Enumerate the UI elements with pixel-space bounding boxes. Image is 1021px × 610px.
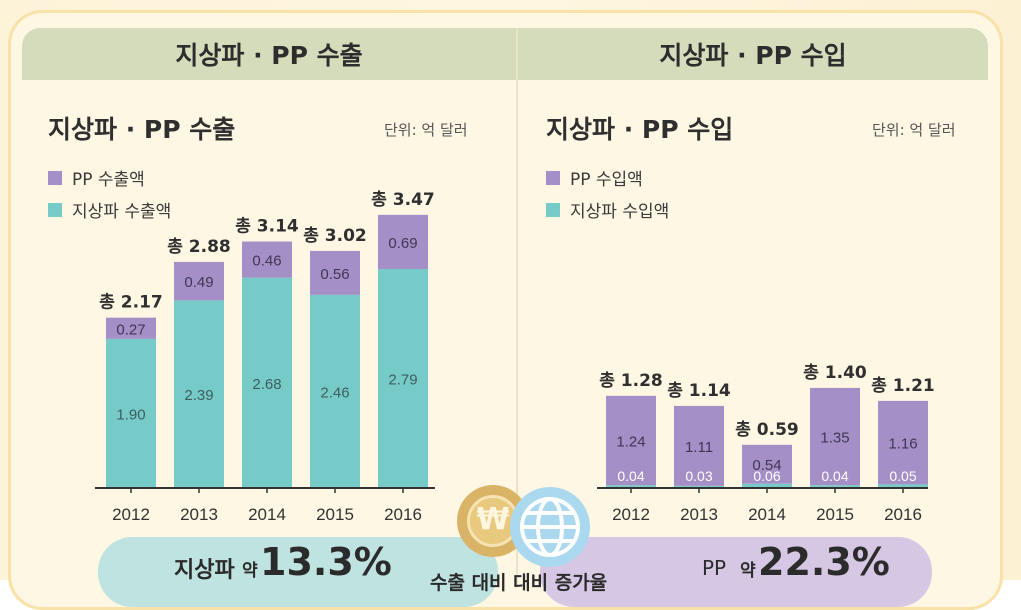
summary-export-prefix: 지상파 — [174, 558, 235, 583]
export-total-2012: 총 2.17 — [99, 293, 163, 313]
summary-export-approx: 약 — [242, 561, 258, 581]
export-bar-pp-2013 — [174, 261, 224, 301]
import-total-2013: 총 1.14 — [667, 381, 731, 401]
export-legend-tv: 지상파 수출액 — [48, 197, 171, 222]
summary-export-value: 13.3% — [260, 540, 392, 584]
export-xtick-2013: 2013 — [180, 505, 218, 524]
summary-import-prefix: PP — [702, 556, 727, 580]
import-bar-pp-2014 — [742, 444, 792, 484]
import-label-pp-2012: 1.24 — [616, 433, 645, 450]
legend-swatch-tv — [48, 202, 62, 217]
export-legend-pp-label: PP 수출액 — [72, 170, 145, 190]
import-bar-tv-2013 — [674, 485, 724, 488]
import-total-2012: 총 1.28 — [599, 371, 663, 391]
export-bar-tv-2015 — [310, 294, 360, 488]
import-bar-tv-2016 — [878, 484, 928, 488]
import-bar-tv-2015 — [810, 485, 860, 488]
export-xtick-2016: 2016 — [384, 505, 422, 524]
export-legend-pp: PP 수출액 — [48, 165, 145, 190]
import-bar-tv-2014 — [742, 483, 792, 488]
export-label-pp-2016: 0.69 — [388, 235, 417, 252]
import-xtick-2015: 2015 — [816, 505, 854, 524]
export-label-pp-2012: 0.27 — [116, 321, 145, 338]
export-label-tv-2013: 2.39 — [184, 387, 213, 404]
summary-import-value: 22.3% — [758, 540, 890, 584]
import-xtick-2016: 2016 — [884, 505, 922, 524]
export-total-2015: 총 3.02 — [303, 226, 367, 246]
summary-center-text: 수출 대비 대비 증가율 — [430, 572, 608, 594]
legend-swatch-pp — [48, 170, 62, 185]
export-total-2013: 총 2.88 — [167, 237, 231, 257]
import-chart-title: 지상파 · PP 수입 — [546, 115, 734, 144]
export-label-pp-2015: 0.56 — [320, 266, 349, 283]
export-bar-tv-2016 — [378, 268, 428, 488]
export-bar-pp-2015 — [310, 250, 360, 295]
import-xtick-2014: 2014 — [748, 505, 786, 524]
header-export-label: 지상파 · PP 수출 — [175, 41, 363, 70]
import-legend-pp: PP 수입액 — [546, 165, 643, 190]
export-label-tv-2014: 2.68 — [252, 376, 281, 393]
export-label-tv-2015: 2.46 — [320, 384, 349, 401]
summary-import-approx: 약 — [740, 561, 756, 581]
header-import-label: 지상파 · PP 수입 — [659, 41, 847, 70]
import-label-pp-2015: 1.35 — [820, 430, 849, 447]
export-total-2014: 총 3.14 — [235, 217, 299, 237]
legend-swatch-tv — [546, 202, 560, 217]
export-label-tv-2016: 2.79 — [388, 371, 417, 388]
export-label-tv-2012: 1.90 — [116, 406, 145, 423]
export-label-pp-2014: 0.46 — [252, 253, 281, 270]
globe-icon — [510, 487, 590, 567]
header-export: 지상파 · PP 수출 — [22, 28, 516, 80]
export-label-pp-2013: 0.49 — [184, 274, 213, 291]
export-total-2016: 총 3.47 — [371, 190, 435, 210]
export-xtick-2014: 2014 — [248, 505, 286, 524]
legend-swatch-pp — [546, 170, 560, 185]
export-bar-pp-2016 — [378, 214, 428, 269]
import-legend-tv: 지상파 수입액 — [546, 197, 669, 222]
import-bar-pp-2016 — [878, 400, 928, 485]
column-divider — [516, 28, 518, 588]
import-label-tv-2014: 0.06 — [753, 468, 780, 484]
export-legend-tv-label: 지상파 수출액 — [72, 202, 172, 222]
export-xtick-2015: 2015 — [316, 505, 354, 524]
import-label-tv-2015: 0.04 — [821, 468, 848, 484]
import-legend-tv-label: 지상파 수입액 — [570, 202, 670, 222]
import-bar-pp-2015 — [810, 387, 860, 486]
import-label-tv-2013: 0.03 — [685, 468, 712, 484]
import-total-2015: 총 1.40 — [803, 363, 867, 383]
export-unit-label: 단위: 억 달러 — [384, 121, 468, 139]
import-unit-label: 단위: 억 달러 — [872, 121, 956, 139]
import-bar-pp-2013 — [674, 405, 724, 486]
export-bar-tv-2012 — [106, 338, 156, 488]
export-bar-tv-2013 — [174, 300, 224, 488]
export-xtick-2012: 2012 — [112, 505, 150, 524]
export-bar-pp-2012 — [106, 317, 156, 339]
import-label-tv-2012: 0.04 — [617, 468, 644, 484]
import-label-pp-2014: 0.54 — [752, 457, 781, 474]
bar-charts-svg: 1.90 0.27 총 2.17 2012 2.39 0.49 총 2.88 2013 2.68… — [95, 190, 935, 524]
import-label-pp-2013: 1.11 — [685, 439, 713, 456]
import-total-2014: 총 0.59 — [735, 420, 799, 440]
import-bar-tv-2012 — [606, 485, 656, 488]
import-label-tv-2016: 0.05 — [889, 468, 916, 484]
header-import: 지상파 · PP 수입 — [518, 28, 988, 80]
import-legend-pp-label: PP 수입액 — [570, 170, 643, 190]
import-label-pp-2016: 1.16 — [888, 436, 917, 453]
export-bar-pp-2014 — [242, 241, 292, 278]
import-bar-pp-2012 — [606, 395, 656, 486]
export-chart-title: 지상파 · PP 수출 — [48, 115, 236, 144]
import-total-2016: 총 1.21 — [871, 376, 935, 396]
import-xtick-2012: 2012 — [612, 505, 650, 524]
export-bar-tv-2014 — [242, 277, 292, 488]
import-xtick-2013: 2013 — [680, 505, 718, 524]
